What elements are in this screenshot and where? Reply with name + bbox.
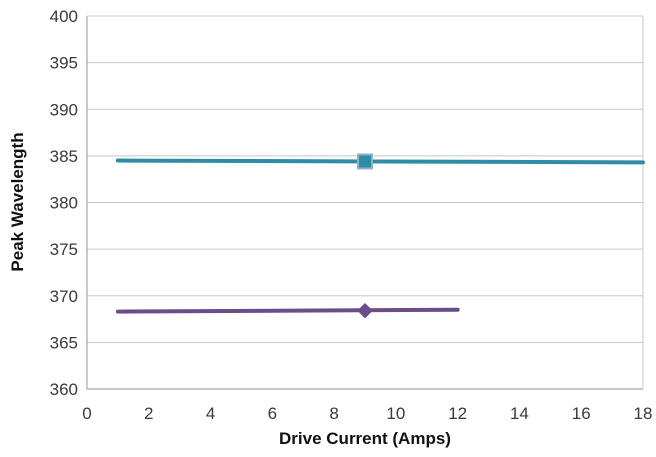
axes bbox=[86, 15, 644, 390]
x-tick-label: 8 bbox=[329, 404, 338, 423]
x-tick-label: 14 bbox=[510, 404, 529, 423]
x-tick-label: 6 bbox=[268, 404, 277, 423]
series-line-2 bbox=[115, 307, 460, 314]
y-tick-label: 390 bbox=[50, 100, 78, 119]
series-group bbox=[115, 153, 645, 319]
x-tick-label: 2 bbox=[144, 404, 153, 423]
y-axis-title: Peak Wavelength bbox=[8, 132, 27, 271]
x-tick-label: 10 bbox=[386, 404, 405, 423]
x-tick-label: 18 bbox=[634, 404, 653, 423]
series-marker-diamond bbox=[357, 302, 373, 319]
y-tick-label: 385 bbox=[50, 147, 78, 166]
y-tick-label: 375 bbox=[50, 240, 78, 259]
x-tick-label: 0 bbox=[82, 404, 91, 423]
x-axis-title: Drive Current (Amps) bbox=[279, 429, 451, 448]
x-tick-label: 16 bbox=[572, 404, 591, 423]
x-tick-label: 4 bbox=[206, 404, 215, 423]
y-tick-label: 370 bbox=[50, 287, 78, 306]
series-marker-square bbox=[357, 153, 373, 170]
y-tick-label: 360 bbox=[50, 380, 78, 399]
series-line-1 bbox=[115, 158, 645, 165]
y-tick-label: 380 bbox=[50, 194, 78, 213]
y-tick-label: 400 bbox=[50, 7, 78, 26]
x-tick-label: 12 bbox=[448, 404, 467, 423]
y-tick-label: 365 bbox=[50, 333, 78, 352]
grid bbox=[87, 15, 643, 343]
tick-labels: 360 365 370 375 380 385 390 395 400 0 2 4 6 8 10 12 14 16… bbox=[50, 7, 653, 423]
y-tick-label: 395 bbox=[50, 54, 78, 73]
